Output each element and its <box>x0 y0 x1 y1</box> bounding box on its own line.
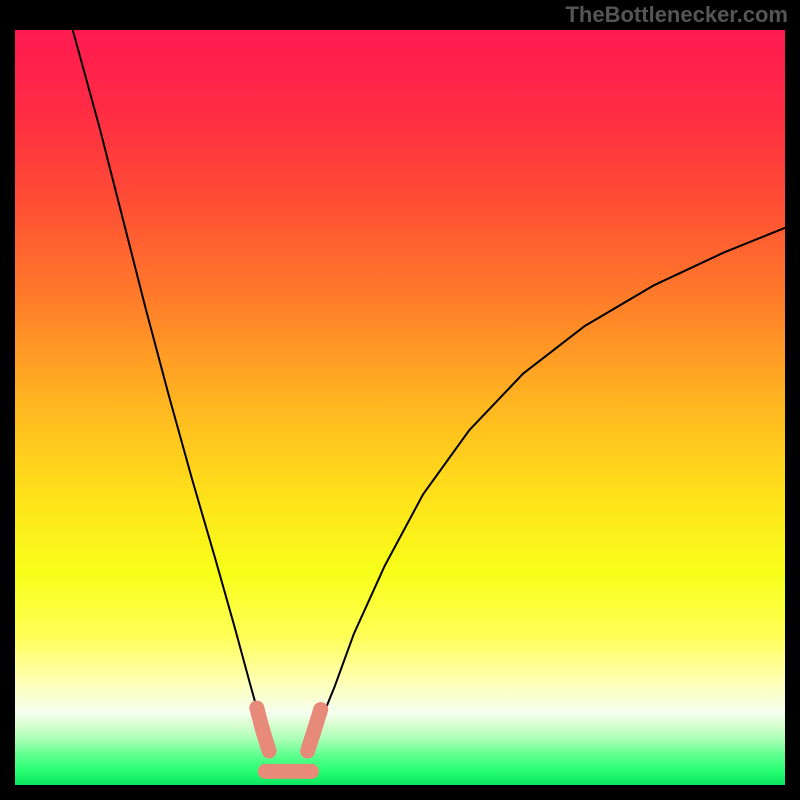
watermark-text: TheBottlenecker.com <box>565 2 788 28</box>
chart-background <box>15 30 785 785</box>
